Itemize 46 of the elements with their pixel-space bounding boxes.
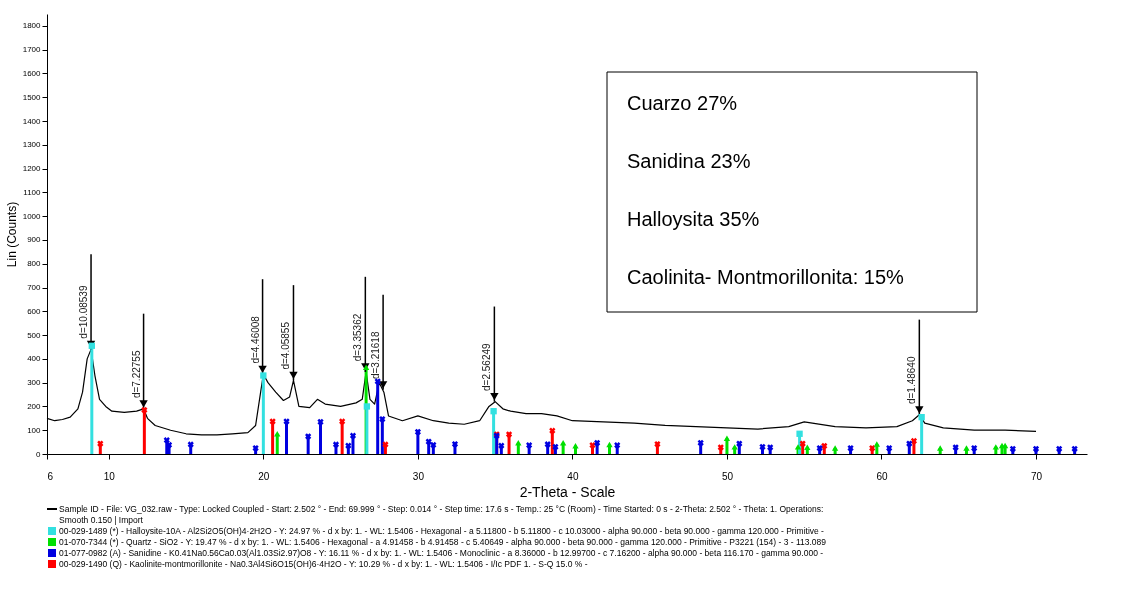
- y-tick-label: 1700: [22, 45, 42, 55]
- y-tick-label: 800: [27, 259, 42, 269]
- annotation: d=3.35362: [352, 313, 364, 362]
- y-tick-label: 1200: [22, 164, 42, 174]
- annotation: d=3.21618: [370, 331, 382, 380]
- x-tick-label: 30: [412, 470, 425, 482]
- x-tick-label: 40: [567, 470, 579, 482]
- legend-label: 00-029-1489 (*) - Halloysite-10A - Al2Si2O5(OH)4·2H2O - Y: 24.97 % - d x by: 1. - WL: 1.5406 - Hexagonal - a 5.11800 - b 5.11800 - c 10.03000 - alpha 90.000 - beta 90.000 - gamma 120.000 - Primitive -: [59, 526, 825, 536]
- x-tick-label: 50: [721, 470, 734, 482]
- x-tick-label: 20: [258, 470, 270, 482]
- annotation: d=4.46008: [249, 315, 261, 364]
- y-tick-label: 0: [36, 449, 42, 459]
- y-tick-label: 600: [27, 306, 42, 316]
- y-tick-label: 100: [27, 425, 42, 435]
- y-tick-label: 1100: [23, 187, 42, 197]
- annotation: d=4.05855: [280, 321, 292, 370]
- x-tick-label: 70: [1030, 470, 1043, 482]
- annotation: Halloysita 35%: [627, 208, 760, 230]
- annotation: d=2.56249: [481, 342, 493, 391]
- y-axis-title: Lin (Counts): [4, 201, 19, 268]
- legend-label: Sample ID - File: VG_032.raw - Type: Locked Coupled - Start: 2.502 ° - End: 69.999 ° - Step: 0.014 ° - Step time: 17.6 s - Temp.: 25 °C (Room) - Time Started: 0 s - 2-Theta: 2.502 ° - Theta: 1. Operations: Smooth 0.150 | Import: [59, 504, 824, 525]
- y-tick-label: 1500: [22, 92, 42, 102]
- annotation: d=10.08539: [78, 285, 90, 339]
- annotation: d=7.22755: [130, 350, 142, 399]
- y-tick-label: 400: [27, 354, 42, 364]
- annotation: d=1.48640: [906, 356, 918, 405]
- y-tick-label: 1400: [22, 116, 42, 126]
- y-tick-label: 300: [27, 378, 42, 388]
- y-tick-label: 200: [27, 401, 42, 411]
- y-tick-label: 1000: [22, 211, 42, 221]
- y-tick-label: 900: [27, 235, 42, 245]
- y-tick-label: 1600: [22, 68, 42, 78]
- legend-label: 01-070-7344 (*) - Quartz - SiO2 - Y: 19.47 % - d x by: 1. - WL: 1.5406 - Hexagonal - a 4.91458 - b 4.91458 - c 5.40649 - alpha 90.000 - beta 90.000 - gamma 120.000 - Primitive - P3221 (154) - 3 - 113.089: [59, 537, 827, 547]
- x-tick-label: 10: [103, 470, 116, 482]
- y-tick-label: 700: [27, 283, 42, 293]
- annotation: Cuarzo 27%: [627, 92, 738, 114]
- y-tick-label: 500: [27, 330, 42, 340]
- x-axis-title: 2-Theta - Scale: [519, 483, 616, 500]
- annotation: Sanidina 23%: [627, 150, 751, 172]
- y-tick-label: 1800: [22, 21, 42, 31]
- x-tick-label: 60: [876, 470, 888, 482]
- y-tick-label: 1300: [22, 140, 42, 150]
- annotation: Caolinita- Montmorillonita: 15%: [627, 266, 904, 288]
- legend-label: 00-029-1490 (Q) - Kaolinite-montmorillonite - Na0.3Al4Si6O15(OH)6·4H2O - Y: 10.29 % - d x by: 1. - WL: 1.5406 - I/Ic PDF 1. - S-Q 15.0 % -: [59, 559, 588, 569]
- legend-label: 01-077-0982 (A) - Sanidine - K0.41Na0.56Ca0.03(Al1.03Si2.97)O8 - Y: 16.11 % - d x by: 1. - WL: 1.5406 - Monoclinic - a 8.36000 - b 12.99700 - c 7.16200 - alpha 90.000 - beta 116.170 - gamma 90.000 -: [59, 548, 824, 558]
- x-tick-label: 6: [47, 470, 54, 482]
